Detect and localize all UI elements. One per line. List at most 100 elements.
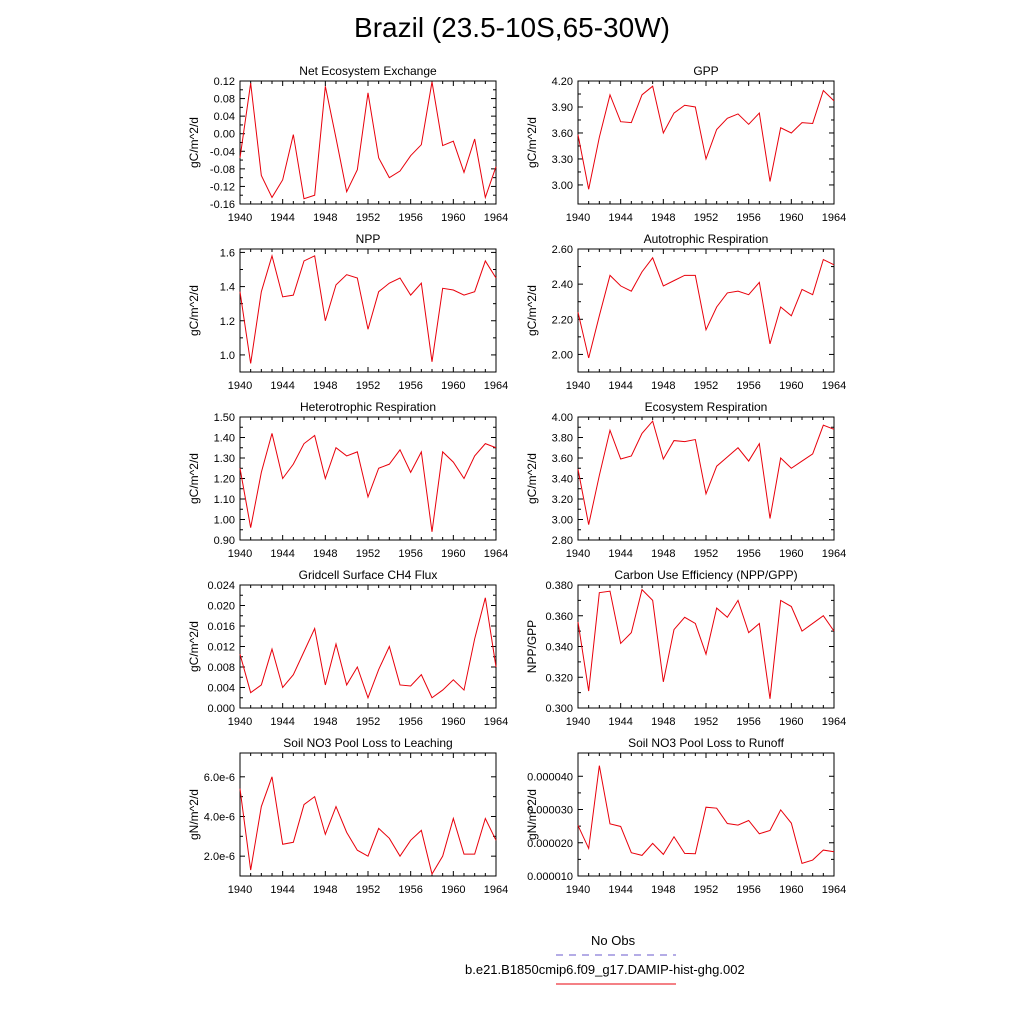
x-tick-label: 1944	[608, 716, 632, 728]
y-axis-label: gC/m^2/d	[525, 117, 539, 168]
panel-ch4: 1940 1944 1948 1952 1956 1960 1964 0.000 0.004 0.…	[187, 568, 508, 728]
y-tick-label: 2.80	[552, 535, 573, 547]
panel-title: NPP	[356, 232, 381, 246]
y-tick-label: 2.00	[552, 349, 573, 361]
panel-leach: 1940 1944 1948 1952 1956 1960 1964 2.0e-6 4.0e-6…	[187, 736, 508, 896]
y-tick-label: -0.12	[210, 181, 235, 193]
page-title: Brazil (23.5-10S,65-30W)	[354, 12, 670, 43]
x-tick-label: 1940	[566, 380, 590, 392]
y-tick-label: 1.30	[214, 453, 235, 465]
y-axis-label: gC/m^2/d	[187, 621, 201, 672]
x-tick-label: 1940	[228, 380, 252, 392]
x-tick-label: 1952	[694, 548, 718, 560]
y-tick-label: 0.008	[207, 662, 235, 674]
x-tick-label: 1944	[270, 380, 294, 392]
y-tick-label: 2.60	[552, 244, 573, 256]
x-tick-label: 1948	[651, 548, 675, 560]
x-tick-label: 1964	[484, 884, 508, 896]
x-tick-label: 1964	[822, 212, 846, 224]
series-line	[577, 420, 835, 525]
series-line	[239, 597, 497, 700]
panel-title: Heterotrophic Respiration	[300, 400, 436, 414]
y-tick-label: 4.00	[552, 412, 573, 424]
x-tick-label: 1964	[822, 716, 846, 728]
x-tick-label: 1952	[694, 212, 718, 224]
y-tick-label: 1.6	[220, 247, 235, 259]
panel-nee: 1940 1944 1948 1952 1956 1960 1964 -0.16 -0.12 -0…	[187, 64, 508, 224]
x-tick-label: 1956	[398, 716, 422, 728]
x-tick-label: 1960	[441, 716, 465, 728]
x-tick-label: 1952	[694, 884, 718, 896]
x-tick-label: 1964	[484, 716, 508, 728]
x-tick-label: 1964	[484, 548, 508, 560]
x-tick-label: 1948	[651, 380, 675, 392]
y-axis-label: gC/m^2/d	[525, 285, 539, 336]
x-tick-label: 1956	[736, 884, 760, 896]
x-tick-label: 1960	[441, 380, 465, 392]
panel-er: 1940 1944 1948 1952 1956 1960 1964 2.80 3.00 3.20…	[525, 400, 846, 560]
x-tick-label: 1964	[484, 380, 508, 392]
y-axis-label: gN/m^2/d	[187, 789, 201, 840]
plot-frame	[239, 584, 497, 709]
plot-frame	[577, 584, 835, 709]
x-tick-label: 1964	[484, 212, 508, 224]
series-line	[239, 253, 497, 364]
y-tick-label: 0.004	[207, 683, 235, 695]
x-tick-label: 1956	[398, 380, 422, 392]
x-tick-label: 1952	[356, 548, 380, 560]
plot-frame	[239, 248, 497, 373]
y-tick-label: 0.012	[207, 642, 235, 654]
series-line	[577, 765, 835, 865]
y-tick-label: 1.0	[220, 350, 235, 362]
y-tick-label: 0.90	[214, 535, 235, 547]
y-tick-label: 0.04	[214, 111, 235, 123]
x-tick-label: 1964	[822, 884, 846, 896]
y-tick-label: 4.20	[552, 76, 573, 88]
x-tick-label: 1960	[441, 548, 465, 560]
panel-title: Soil NO3 Pool Loss to Runoff	[628, 736, 785, 750]
x-tick-label: 1960	[779, 716, 803, 728]
x-tick-label: 1960	[779, 380, 803, 392]
y-axis-label: gC/m^2/d	[187, 285, 201, 336]
x-tick-label: 1948	[313, 716, 337, 728]
panel-title: Carbon Use Efficiency (NPP/GPP)	[614, 568, 797, 582]
x-tick-label: 1956	[736, 716, 760, 728]
panel-title: Net Ecosystem Exchange	[299, 64, 437, 78]
y-tick-label: 1.4	[220, 282, 235, 294]
y-tick-label: 3.60	[552, 128, 573, 140]
y-axis-label: gC/m^2/d	[187, 453, 201, 504]
y-tick-label: 3.60	[552, 453, 573, 465]
panel-title: Soil NO3 Pool Loss to Leaching	[283, 736, 452, 750]
y-tick-label: 3.40	[552, 474, 573, 486]
y-tick-label: 1.2	[220, 316, 235, 328]
y-tick-label: 0.000030	[527, 805, 573, 817]
x-tick-label: 1944	[270, 212, 294, 224]
x-tick-label: 1952	[356, 716, 380, 728]
x-tick-label: 1944	[270, 884, 294, 896]
x-tick-label: 1948	[651, 884, 675, 896]
x-tick-label: 1948	[313, 884, 337, 896]
x-tick-label: 1956	[736, 380, 760, 392]
y-tick-label: 0.300	[545, 703, 573, 715]
series-line	[239, 776, 497, 876]
y-tick-label: -0.08	[210, 164, 235, 176]
x-tick-label: 1956	[736, 548, 760, 560]
x-tick-label: 1940	[566, 212, 590, 224]
y-tick-label: 1.50	[214, 412, 235, 424]
panel-title: GPP	[693, 64, 718, 78]
x-tick-label: 1952	[356, 212, 380, 224]
y-tick-label: 0.000	[207, 703, 235, 715]
x-tick-label: 1944	[608, 548, 632, 560]
y-tick-label: -0.16	[210, 199, 235, 211]
plot-frame	[577, 752, 835, 877]
x-tick-label: 1944	[608, 212, 632, 224]
x-tick-label: 1952	[356, 884, 380, 896]
x-tick-label: 1948	[651, 716, 675, 728]
x-tick-label: 1940	[566, 884, 590, 896]
series-line	[239, 81, 497, 200]
y-tick-label: 0.360	[545, 611, 573, 623]
y-tick-label: 0.08	[214, 94, 235, 106]
y-axis-label: NPP/GPP	[525, 620, 539, 673]
y-tick-label: 0.340	[545, 642, 573, 654]
